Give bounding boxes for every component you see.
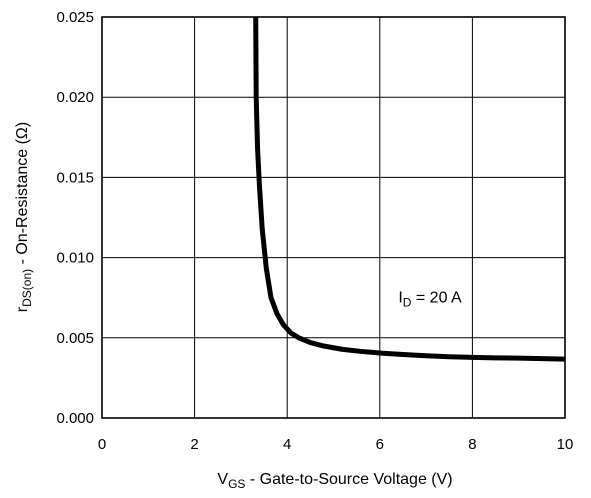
y-tick-label-3: 0.015	[56, 169, 94, 186]
y-tick-label-2: 0.010	[56, 250, 94, 267]
y-tick-label-5: 0.025	[56, 9, 94, 26]
x-axis-label: VGS - Gate-to-Source Voltage (V)	[217, 471, 452, 491]
annotation-main: I	[398, 290, 402, 307]
plot-frame	[101, 16, 566, 419]
x-tick-label-3: 6	[376, 436, 384, 453]
x-axis-label-sub: GS	[228, 477, 245, 491]
id-annotation: ID = 20 A	[398, 290, 462, 310]
y-tick-label-1: 0.005	[56, 330, 94, 347]
y-tick-labels: 0.000 0.005 0.010 0.015 0.020 0.025	[56, 9, 94, 427]
x-tick-label-5: 10	[557, 436, 574, 453]
y-axis-label-main: r	[14, 306, 31, 312]
annotation-sub: D	[403, 296, 412, 310]
annotation-rest: = 20 A	[411, 290, 462, 307]
x-tick-label-4: 8	[468, 436, 476, 453]
y-tick-label-4: 0.020	[56, 89, 94, 106]
y-tick-label-0: 0.000	[56, 410, 94, 427]
x-tick-labels: 0 2 4 6 8 10	[98, 436, 574, 453]
y-axis-label: rDS(on) - On-Resistance (Ω)	[14, 122, 34, 312]
plot-border	[101, 16, 566, 419]
series-group	[253, 16, 566, 362]
y-axis-label-sub: DS(on)	[20, 269, 34, 307]
y-axis-label-rest: - On-Resistance (Ω)	[14, 122, 31, 269]
series-line-0	[253, 16, 566, 362]
x-tick-label-1: 2	[190, 436, 198, 453]
x-tick-label-0: 0	[98, 436, 106, 453]
x-axis-label-rest: - Gate-to-Source Voltage (V)	[245, 471, 452, 488]
x-tick-label-2: 4	[283, 436, 291, 453]
x-axis-label-main: V	[217, 471, 228, 488]
grid	[102, 17, 565, 418]
